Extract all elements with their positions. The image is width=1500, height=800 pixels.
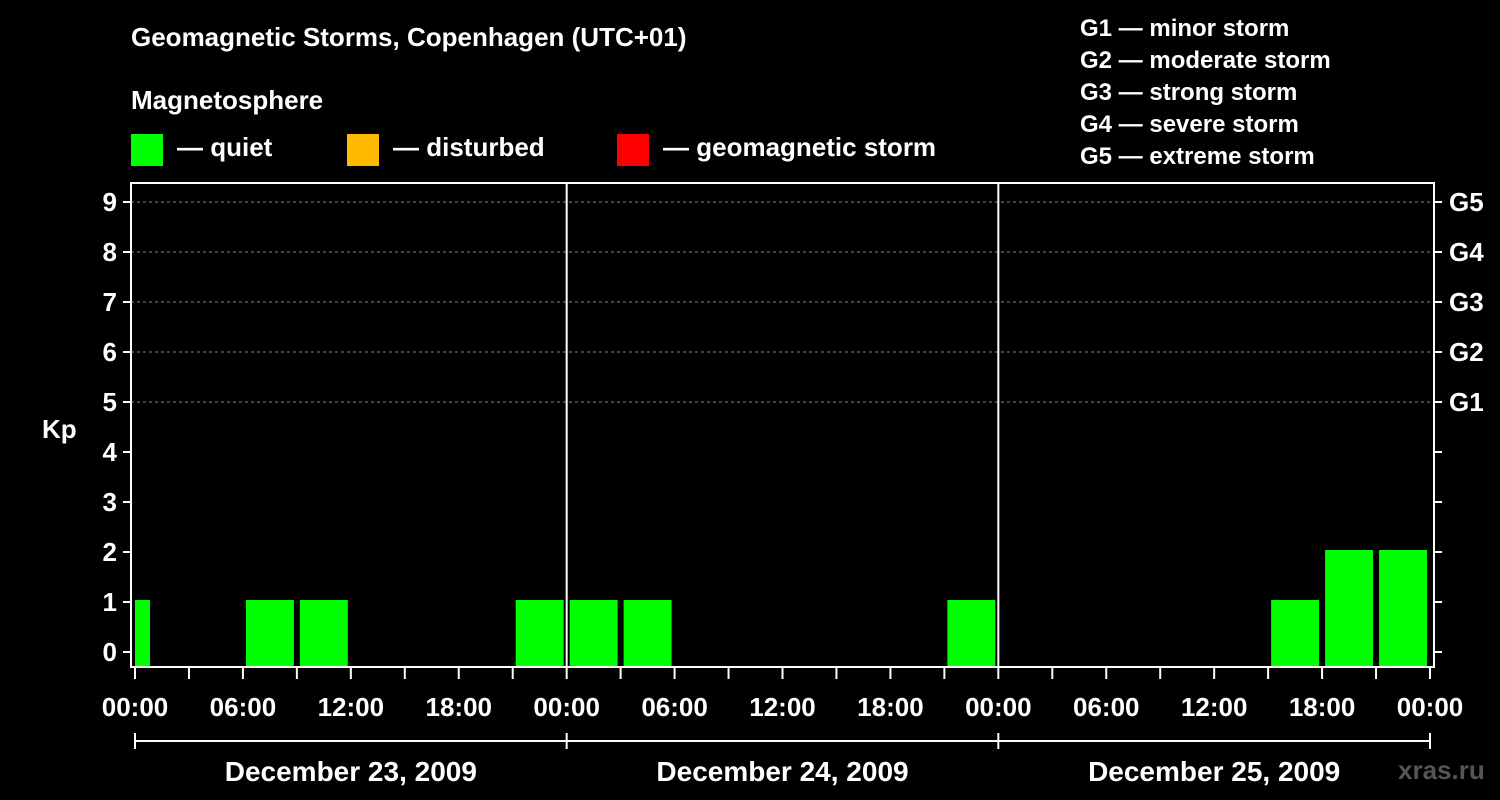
legend-label-quiet: — quiet xyxy=(177,132,273,162)
x-tick-label-9: 06:00 xyxy=(1073,692,1140,722)
x-tick-label-8: 00:00 xyxy=(965,692,1032,722)
x-tick-label-3: 18:00 xyxy=(426,692,493,722)
x-tick-label-6: 12:00 xyxy=(749,692,816,722)
y-tick-label-0: 0 xyxy=(103,637,117,667)
kp-bar-22 xyxy=(1325,550,1374,666)
x-tick-label-10: 12:00 xyxy=(1181,692,1248,722)
storm-scale-g2: G2 — moderate storm xyxy=(1080,47,1331,74)
legend-swatch-storm xyxy=(617,134,649,166)
x-tick-label-2: 12:00 xyxy=(318,692,385,722)
x-tick-label-4: 00:00 xyxy=(533,692,600,722)
y-tick-label-2: 2 xyxy=(103,537,117,567)
x-tick-label-7: 18:00 xyxy=(857,692,924,722)
y-tick-label-7: 7 xyxy=(103,287,117,317)
y-tick-label-8: 8 xyxy=(103,237,117,267)
kp-bar-3 xyxy=(299,600,348,666)
chart-subtitle: Magnetosphere xyxy=(131,85,324,115)
storm-scale-g3: G3 — strong storm xyxy=(1080,79,1298,106)
y-tick-label-4: 4 xyxy=(103,437,118,467)
kp-bar-9 xyxy=(623,600,672,666)
y-tick-label-3: 3 xyxy=(103,487,117,517)
y-tick-label-9: 9 xyxy=(103,187,117,217)
plot-frame xyxy=(130,182,1435,668)
storm-level-label-g5: G5 xyxy=(1449,187,1484,217)
x-tick-label-5: 06:00 xyxy=(641,692,708,722)
watermark: xras.ru xyxy=(1398,755,1485,785)
day-label-0: December 23, 2009 xyxy=(225,756,477,787)
kp-bar-15 xyxy=(947,600,996,666)
chart-title: Geomagnetic Storms, Copenhagen (UTC+01) xyxy=(131,22,687,52)
legend-label-storm: — geomagnetic storm xyxy=(663,132,937,162)
day-label-2: December 25, 2009 xyxy=(1088,756,1340,787)
day-label-1: December 24, 2009 xyxy=(656,756,908,787)
storm-level-label-g3: G3 xyxy=(1449,287,1484,317)
storm-scale-g4: G4 — severe storm xyxy=(1080,111,1299,138)
y-axis-label: Kp xyxy=(42,414,77,444)
kp-bar-2 xyxy=(245,600,294,666)
y-tick-label-5: 5 xyxy=(103,387,117,417)
legend-label-disturbed: — disturbed xyxy=(393,132,545,162)
x-tick-label-0: 00:00 xyxy=(102,692,169,722)
kp-bar-8 xyxy=(569,600,618,666)
storm-scale-g1: G1 — minor storm xyxy=(1080,15,1290,42)
kp-bar-21 xyxy=(1271,600,1320,666)
storm-scale-g5: G5 — extreme storm xyxy=(1080,143,1315,170)
x-tick-label-1: 06:00 xyxy=(210,692,277,722)
y-tick-label-6: 6 xyxy=(103,337,117,367)
storm-level-label-g2: G2 xyxy=(1449,337,1484,367)
kp-bar-7 xyxy=(515,600,564,666)
storm-level-label-g4: G4 xyxy=(1449,237,1484,267)
y-tick-label-1: 1 xyxy=(103,587,117,617)
storm-level-label-g1: G1 xyxy=(1449,387,1484,417)
x-tick-label-11: 18:00 xyxy=(1289,692,1356,722)
x-tick-label-12: 00:00 xyxy=(1397,692,1464,722)
legend-swatch-disturbed xyxy=(347,134,379,166)
kp-bar-0 xyxy=(135,600,150,666)
kp-bar-23 xyxy=(1379,550,1427,666)
legend-swatch-quiet xyxy=(131,134,163,166)
